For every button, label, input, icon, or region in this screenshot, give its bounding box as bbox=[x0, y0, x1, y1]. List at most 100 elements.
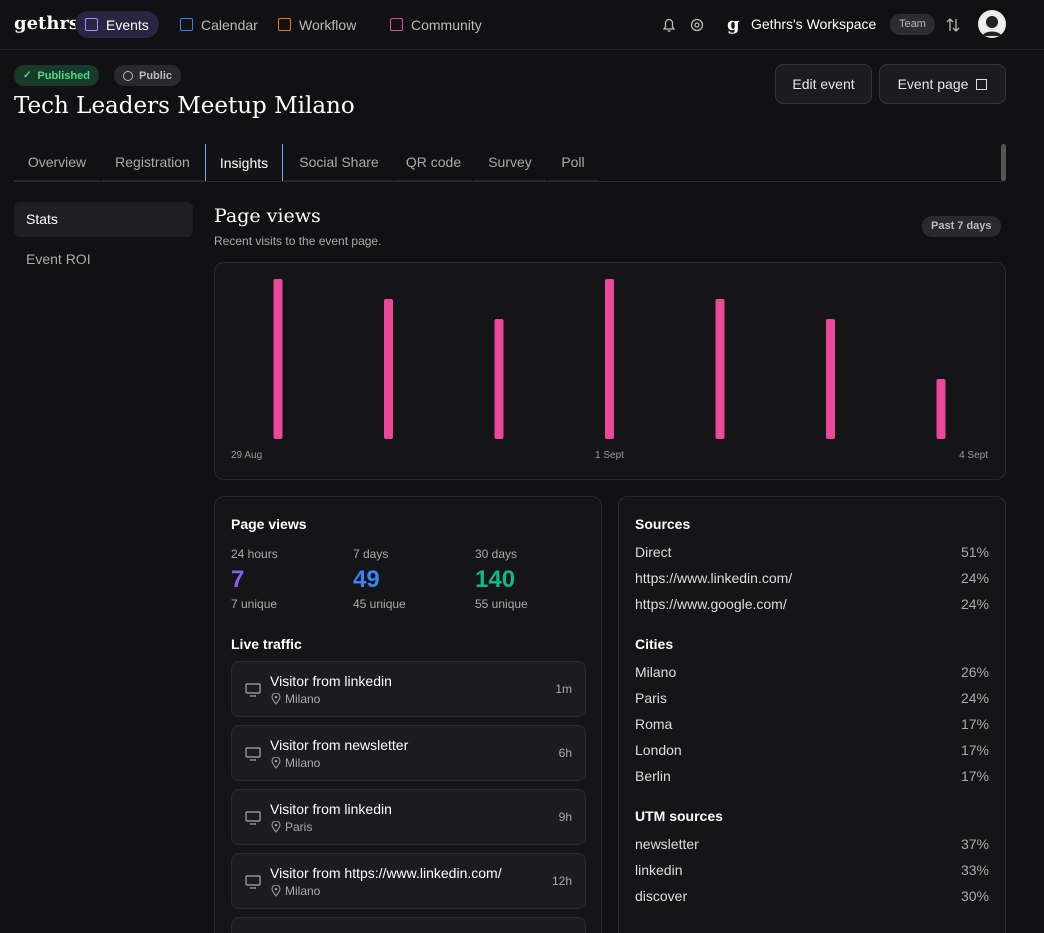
visitor-text: Visitor from newsletter bbox=[270, 737, 409, 753]
tab[interactable]: QR code bbox=[395, 144, 472, 181]
bar bbox=[826, 319, 835, 439]
pin-icon bbox=[271, 821, 281, 833]
action-button[interactable]: Event page bbox=[879, 64, 1006, 104]
row-value: 37% bbox=[960, 836, 989, 852]
traffic-item[interactable]: Visitor from https://www.linkedin.com/Mi… bbox=[231, 853, 586, 909]
time-text: 6h bbox=[558, 746, 572, 760]
visitor-text: Visitor from https://www.linkedin.com/ bbox=[270, 865, 502, 881]
stat-value: 140 bbox=[475, 566, 516, 593]
row-value: 30% bbox=[960, 888, 989, 904]
stats-card: Page views 24 hours 7 7 unique 7 days 49 45 un… bbox=[214, 496, 602, 933]
location-text: Milano bbox=[285, 884, 321, 898]
nav-item[interactable]: Workflow bbox=[268, 11, 366, 38]
bar bbox=[936, 379, 946, 439]
tab[interactable]: Overview bbox=[14, 144, 100, 181]
nav-icon bbox=[85, 18, 98, 31]
nav-icon bbox=[278, 18, 291, 31]
time-text: 9h bbox=[558, 810, 572, 824]
tab[interactable]: Social Share bbox=[285, 144, 393, 181]
external-icon bbox=[976, 78, 988, 90]
row-value: 24% bbox=[960, 596, 989, 612]
traffic-item[interactable]: Visitor from linkedin Paris 9h bbox=[231, 789, 586, 845]
traffic-item[interactable]: Visitor from linkedin Milano 1m bbox=[231, 661, 586, 717]
nav-icon bbox=[390, 18, 403, 31]
location-text: Milano bbox=[285, 692, 321, 706]
status-text: Published bbox=[37, 69, 90, 82]
tab[interactable]: Poll bbox=[548, 144, 598, 181]
tab[interactable]: Registration bbox=[102, 144, 203, 181]
chart: 29 Aug 1 Sept 4 Sept bbox=[231, 279, 988, 461]
chart-subtitle: Recent visits to the event page. bbox=[214, 234, 382, 248]
status-badge: ✓ Published bbox=[14, 65, 99, 86]
event-title: Tech Leaders Meetup Milano bbox=[14, 93, 355, 119]
workspace-badge: Team bbox=[890, 14, 935, 35]
stat-unique: 55 unique bbox=[475, 597, 528, 611]
row-label: linkedin bbox=[635, 862, 683, 878]
row-value: 17% bbox=[960, 716, 989, 732]
location-text: Paris bbox=[285, 820, 313, 834]
device-icon bbox=[245, 811, 261, 825]
traffic-item[interactable] bbox=[231, 917, 586, 933]
time-text: 12h bbox=[551, 874, 572, 888]
nav-label: Calendar bbox=[201, 16, 258, 33]
row-label: Roma bbox=[635, 716, 673, 732]
traffic-item[interactable]: Visitor from newsletter Milano 6h bbox=[231, 725, 586, 781]
visibility-badge: Public bbox=[114, 65, 182, 86]
stat-value: 7 bbox=[231, 566, 245, 593]
bell-icon[interactable] bbox=[660, 16, 678, 34]
nav-divider bbox=[0, 49, 1044, 50]
svg-text:g: g bbox=[727, 14, 740, 35]
check-icon: ✓ bbox=[23, 70, 32, 81]
row-label: discover bbox=[635, 888, 688, 904]
breakdown-card: Sources Direct 51% https://www.linkedin.com… bbox=[618, 496, 1006, 933]
row-label: https://www.google.com/ bbox=[635, 596, 787, 612]
action-label: Edit event bbox=[792, 76, 855, 92]
globe-icon bbox=[123, 70, 133, 81]
bar bbox=[715, 299, 725, 439]
tab[interactable]: Survey bbox=[474, 144, 546, 181]
nav-item[interactable]: Calendar bbox=[170, 11, 268, 38]
stat-value: 49 bbox=[353, 566, 380, 593]
sidebar-item[interactable]: Stats bbox=[14, 202, 193, 237]
action-button[interactable]: Edit event bbox=[775, 64, 872, 104]
section-title: UTM sources bbox=[635, 808, 723, 824]
time-text: 1m bbox=[555, 682, 572, 696]
row-value: 24% bbox=[960, 690, 989, 706]
device-icon bbox=[245, 875, 261, 889]
live-title: Live traffic bbox=[231, 636, 302, 652]
settings-icon[interactable] bbox=[688, 16, 706, 34]
bar bbox=[273, 279, 283, 439]
switch-icon[interactable] bbox=[945, 16, 961, 34]
location-text: Milano bbox=[285, 756, 321, 770]
nav-item[interactable]: Community bbox=[380, 11, 492, 38]
tab-divider bbox=[14, 181, 1006, 182]
row-label: Direct bbox=[635, 544, 672, 560]
workspace-name[interactable]: Gethrs's Workspace bbox=[751, 16, 877, 32]
device-icon bbox=[245, 747, 261, 761]
row-value: 33% bbox=[960, 862, 989, 878]
sidebar-item[interactable]: Event ROI bbox=[26, 251, 91, 267]
stats-title: Page views bbox=[231, 516, 307, 532]
workspace-logo: g bbox=[727, 14, 740, 35]
row-value: 17% bbox=[960, 742, 989, 758]
tab[interactable]: Insights bbox=[205, 144, 283, 181]
row-label: https://www.linkedin.com/ bbox=[635, 570, 793, 586]
brand: gethrs bbox=[14, 13, 80, 34]
row-label: London bbox=[635, 742, 682, 758]
action-label: Event page bbox=[897, 76, 969, 92]
row-label: Berlin bbox=[635, 768, 671, 784]
nav-label: Community bbox=[411, 16, 482, 33]
row-label: newsletter bbox=[635, 836, 699, 852]
row-value: 24% bbox=[960, 570, 989, 586]
row-label: Milano bbox=[635, 664, 677, 680]
nav-icon bbox=[180, 18, 193, 31]
avatar[interactable] bbox=[978, 10, 1006, 38]
nav-item[interactable]: Events bbox=[75, 11, 159, 38]
bar bbox=[605, 279, 614, 439]
scrollbar bbox=[1001, 144, 1006, 181]
stat-label: 24 hours bbox=[231, 547, 278, 561]
stat-unique: 7 unique bbox=[231, 597, 278, 611]
period-badge[interactable]: Past 7 days bbox=[922, 216, 1001, 237]
device-icon bbox=[245, 683, 261, 697]
